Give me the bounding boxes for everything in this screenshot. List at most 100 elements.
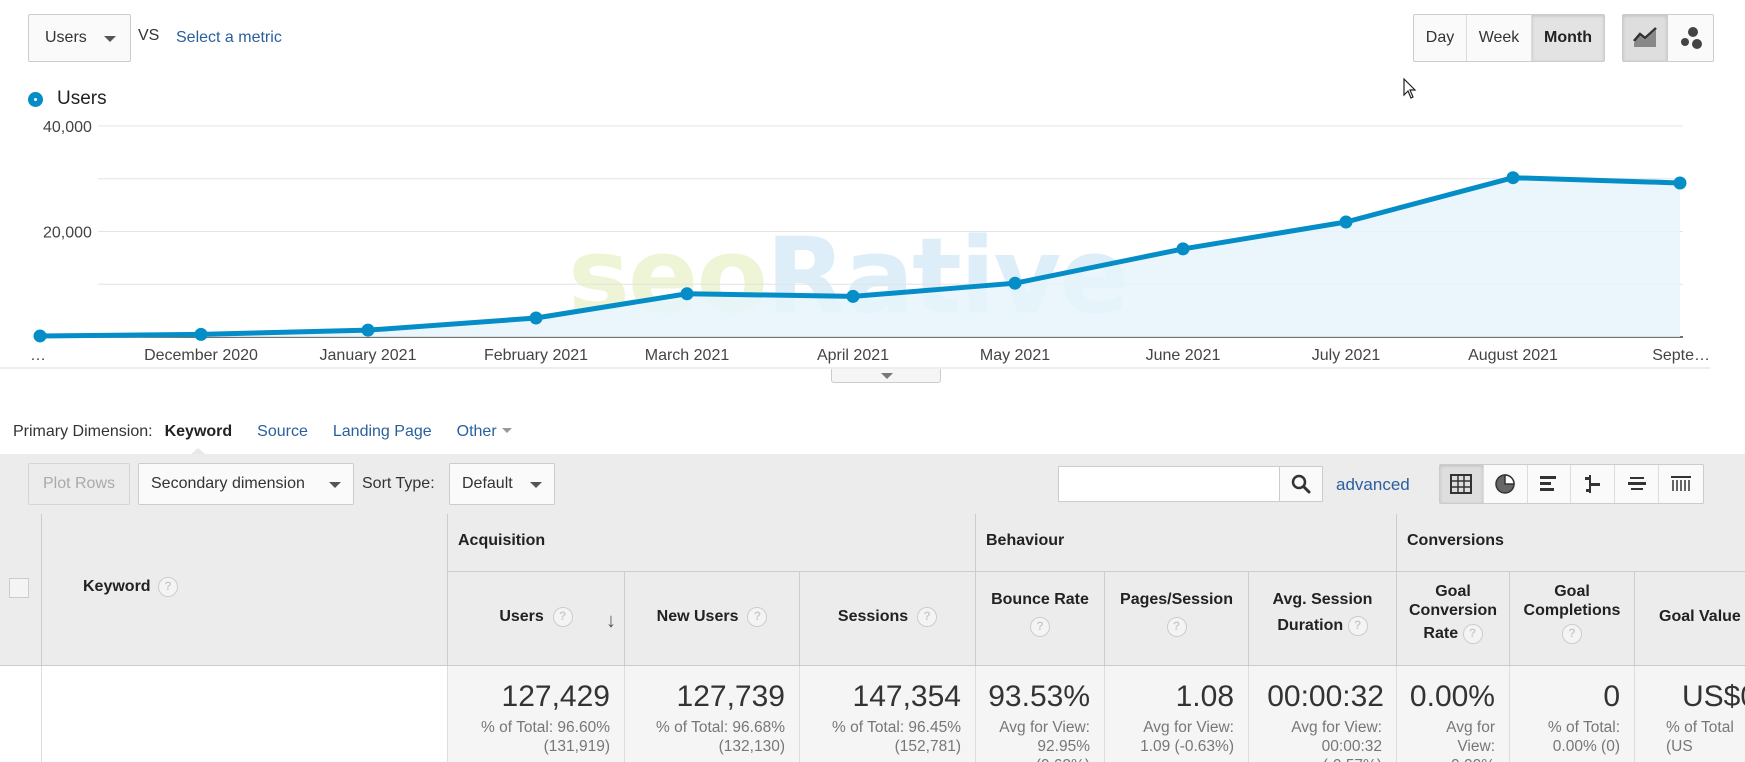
x-tick-label: Septe… xyxy=(1652,347,1710,364)
avg-session-label-line1: Avg. Session xyxy=(1272,591,1373,608)
performance-view-button[interactable] xyxy=(1528,465,1572,503)
help-icon[interactable]: ? xyxy=(747,607,768,627)
behaviour-label: Behaviour xyxy=(986,532,1065,549)
chart-collapse-tab[interactable] xyxy=(831,369,941,383)
primary-dimension-label: Primary Dimension: xyxy=(13,423,153,440)
chevron-down-icon xyxy=(329,482,341,488)
table-toolbar: Plot Rows Secondary dimension Sort Type:… xyxy=(0,454,1745,514)
bounce-rate-column-header[interactable]: Bounce Rate ? xyxy=(976,572,1105,666)
sort-type-label: Sort Type: xyxy=(362,475,435,492)
metric-select-value: Users xyxy=(45,29,87,46)
select-all-checkbox[interactable] xyxy=(9,578,29,598)
x-tick-label: … xyxy=(30,347,46,364)
sort-type-select[interactable]: Default xyxy=(449,463,555,505)
acquisition-group-header: Acquisition xyxy=(448,514,976,572)
x-tick-label: June 2021 xyxy=(1146,347,1221,364)
primary-dim-keyword[interactable]: Keyword xyxy=(164,423,233,455)
sessions-column-label: Sessions xyxy=(837,608,909,626)
data-point-4 xyxy=(680,287,694,301)
help-icon[interactable]: ? xyxy=(1347,616,1368,636)
help-icon[interactable]: ? xyxy=(1166,617,1187,637)
users-column-label: Users xyxy=(499,608,544,626)
sessions-column-header[interactable]: Sessions ? xyxy=(800,572,976,666)
table-view-icon xyxy=(1450,474,1473,494)
avg-session-label-line2: Duration xyxy=(1277,617,1344,635)
period-week-button[interactable]: Week xyxy=(1467,15,1532,61)
totals-goal-value: US$0 % of Total (US xyxy=(1635,666,1745,762)
goal-conv-label-line1: Goal xyxy=(1435,583,1471,600)
totals-avg-session-avg: Avg for View: 00:00:32 (-0.57%) xyxy=(1291,719,1382,762)
pages-session-column-header[interactable]: Pages/Session ? xyxy=(1105,572,1249,666)
acquisition-label: Acquisition xyxy=(458,532,546,549)
term-cloud-view-button[interactable] xyxy=(1615,465,1659,503)
search-button[interactable] xyxy=(1279,466,1323,502)
totals-goal-comp-value: 0 xyxy=(1603,680,1620,713)
totals-sessions: 147,354 % of Total: 96.45% (152,781) xyxy=(800,666,976,762)
totals-goal-conv-value: 0.00% xyxy=(1409,680,1495,713)
pivot-view-button[interactable] xyxy=(1659,465,1703,503)
motion-chart-button[interactable] xyxy=(1668,15,1713,61)
table-view-button[interactable] xyxy=(1440,465,1484,503)
totals-avg-session-value: 00:00:32 xyxy=(1267,680,1384,713)
metric-select[interactable]: Users xyxy=(28,14,131,62)
chevron-down-icon xyxy=(501,428,512,433)
conversions-label: Conversions xyxy=(1407,532,1504,549)
table-view-toggle xyxy=(1439,464,1704,504)
period-month-button[interactable]: Month xyxy=(1532,15,1604,61)
totals-new-users-percent: % of Total: 96.68% (132,130) xyxy=(656,719,785,755)
advanced-filter-link[interactable]: advanced xyxy=(1336,475,1410,494)
select-metric-link[interactable]: Select a metric xyxy=(176,29,282,46)
data-point-6 xyxy=(1008,276,1022,290)
goal-value-column-header[interactable]: Goal Value xyxy=(1635,572,1745,666)
goal-conversion-rate-column-header[interactable]: Goal Conversion Rate ? xyxy=(1397,572,1510,666)
users-column-header[interactable]: Users ? ↓ xyxy=(448,572,625,666)
primary-dimension-bar: Primary Dimension: Keyword Source Landin… xyxy=(13,420,537,455)
help-icon[interactable]: ? xyxy=(552,607,573,627)
primary-dim-other[interactable]: Other xyxy=(457,423,512,441)
motion-chart-icon xyxy=(1680,27,1702,49)
avg-session-duration-column-header[interactable]: Avg. Session Duration ? xyxy=(1249,572,1397,666)
totals-pages-session-avg: Avg for View: 1.09 (-0.63%) xyxy=(1140,719,1234,755)
plot-rows-button[interactable]: Plot Rows xyxy=(28,463,130,505)
x-tick-label: January 2021 xyxy=(320,347,417,364)
goal-conv-label-line2: Conversion xyxy=(1408,602,1497,619)
new-users-column-header[interactable]: New Users ? xyxy=(625,572,800,666)
help-icon[interactable]: ? xyxy=(1462,624,1483,644)
behaviour-group-header: Behaviour xyxy=(976,514,1397,572)
chevron-down-icon xyxy=(881,373,893,379)
sort-descending-icon[interactable]: ↓ xyxy=(606,610,616,632)
goal-value-column-label: Goal Value xyxy=(1659,608,1741,625)
secondary-dimension-select[interactable]: Secondary dimension xyxy=(138,463,354,505)
help-icon[interactable]: ? xyxy=(1030,617,1050,637)
primary-dim-landing-page[interactable]: Landing Page xyxy=(332,423,432,440)
table-search-input[interactable] xyxy=(1058,466,1280,502)
data-point-0 xyxy=(33,329,47,343)
line-chart-button[interactable] xyxy=(1623,15,1668,61)
keyword-header[interactable]: Keyword ? xyxy=(42,514,448,666)
x-tick-label: August 2021 xyxy=(1468,347,1558,364)
totals-checkbox-cell xyxy=(0,666,42,762)
totals-goal-conversion-rate: 0.00% Avg for View: 0.00% xyxy=(1397,666,1510,762)
help-icon[interactable]: ? xyxy=(158,577,178,597)
goal-comp-label-line2: Completions xyxy=(1523,602,1621,619)
new-users-column-label: New Users xyxy=(656,608,739,626)
period-day-button[interactable]: Day xyxy=(1414,15,1467,61)
goal-completions-column-header[interactable]: Goal Completions ? xyxy=(1510,572,1635,666)
pie-view-button[interactable] xyxy=(1484,465,1528,503)
primary-dim-source[interactable]: Source xyxy=(257,423,308,440)
totals-users: 127,429 % of Total: 96.60% (131,919) xyxy=(448,666,625,762)
keyword-header-label: Keyword xyxy=(83,578,151,595)
totals-goal-conv-avg: Avg for View: 0.00% xyxy=(1446,719,1495,762)
totals-pages-session-value: 1.08 xyxy=(1175,680,1234,713)
help-icon[interactable]: ? xyxy=(1562,624,1582,644)
totals-goal-completions: 0 % of Total: 0.00% (0) xyxy=(1510,666,1635,762)
totals-goal-comp-percent: % of Total: 0.00% (0) xyxy=(1547,719,1620,755)
chart-type-toggle xyxy=(1622,14,1714,62)
comparison-view-button[interactable] xyxy=(1571,465,1616,503)
conversions-group-header: Conversions xyxy=(1397,514,1745,572)
totals-goal-value-percent: % of Total (US xyxy=(1666,719,1734,755)
totals-new-users-value: 127,739 xyxy=(676,680,785,713)
goal-conv-label-line3: Rate xyxy=(1423,625,1459,643)
data-point-7 xyxy=(1176,242,1190,256)
help-icon[interactable]: ? xyxy=(917,607,938,627)
